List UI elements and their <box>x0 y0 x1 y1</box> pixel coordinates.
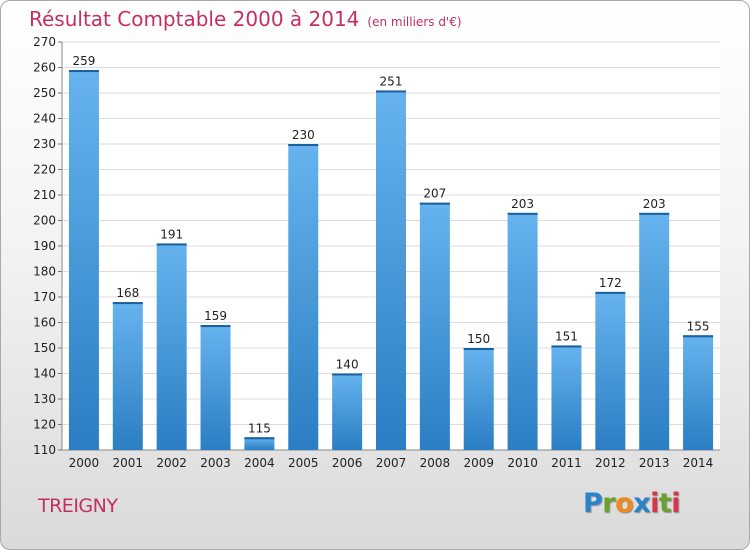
x-tick-label: 2003 <box>200 456 231 470</box>
bar-top-edge <box>683 335 714 338</box>
bar-value-label: 151 <box>555 329 578 343</box>
x-tick-label: 2008 <box>420 456 451 470</box>
bar-top-edge <box>551 345 582 348</box>
bar-top-edge <box>507 212 538 215</box>
y-tick-label: 170 <box>33 290 56 304</box>
y-tick-label: 110 <box>33 443 56 457</box>
bar <box>332 373 363 450</box>
bar <box>639 212 670 450</box>
logo-letter: r <box>602 488 616 519</box>
bar-value-label: 203 <box>643 197 666 211</box>
y-tick-label: 250 <box>33 86 56 100</box>
bar-value-label: 207 <box>423 187 446 201</box>
bar <box>112 302 143 450</box>
y-tick-label: 160 <box>33 316 56 330</box>
logo-letter: x <box>633 488 651 519</box>
x-tick-label: 2012 <box>595 456 626 470</box>
bar-value-label: 203 <box>511 197 534 211</box>
logo-letter: P <box>583 488 603 519</box>
bar <box>156 243 187 450</box>
x-tick-label: 2010 <box>507 456 538 470</box>
bar <box>244 437 275 450</box>
bar <box>551 345 582 450</box>
bar-value-label: 168 <box>116 286 139 300</box>
chart-title-text: Résultat Comptable 2000 à 2014 <box>29 7 360 31</box>
y-tick-label: 270 <box>33 35 56 49</box>
y-tick-label: 240 <box>33 112 56 126</box>
bar-value-label: 155 <box>687 319 710 333</box>
bar <box>595 291 626 450</box>
chart-subtitle: (en milliers d'€) <box>367 15 462 29</box>
x-tick-label: 2006 <box>332 456 363 470</box>
logo-letter: i <box>671 488 681 519</box>
y-tick-label: 130 <box>33 392 56 406</box>
bar-top-edge <box>595 291 626 294</box>
bar <box>288 144 319 450</box>
logo-letter: o <box>615 488 634 519</box>
x-tick-label: 2011 <box>551 456 582 470</box>
y-tick-label: 200 <box>33 214 56 228</box>
bar-top-edge <box>244 437 275 440</box>
bar-value-label: 140 <box>336 358 359 372</box>
x-tick-label: 2002 <box>156 456 187 470</box>
y-tick-label: 120 <box>33 418 56 432</box>
commune-name: TREIGNY <box>38 495 118 517</box>
bar-value-label: 251 <box>380 74 403 88</box>
x-tick-label: 2001 <box>113 456 144 470</box>
bar-value-label: 172 <box>599 276 622 290</box>
y-tick-label: 140 <box>33 367 56 381</box>
bar-value-label: 230 <box>292 128 315 142</box>
bar-top-edge <box>419 202 450 205</box>
logo-letter: t <box>658 488 672 519</box>
bar-top-edge <box>332 373 363 376</box>
bar-value-label: 115 <box>248 421 271 435</box>
x-tick-label: 2009 <box>463 456 494 470</box>
bar <box>200 325 231 450</box>
bar-value-label: 150 <box>467 332 490 346</box>
bar <box>507 212 538 450</box>
bar <box>683 335 714 450</box>
chart-title: Résultat Comptable 2000 à 2014 (en millie… <box>29 7 462 31</box>
bar-top-edge <box>463 348 494 350</box>
proxiti-logo: Proxiti <box>583 488 681 519</box>
bar-value-label: 259 <box>72 54 95 68</box>
bar-top-edge <box>200 325 231 328</box>
y-tick-label: 190 <box>33 239 56 253</box>
bar <box>68 70 99 451</box>
y-tick-label: 230 <box>33 137 56 151</box>
y-tick-label: 220 <box>33 163 56 177</box>
x-tick-label: 2000 <box>69 456 100 470</box>
logo-letter: i <box>650 488 659 519</box>
y-tick-label: 150 <box>33 341 56 355</box>
bar-top-edge <box>112 302 143 305</box>
bar-value-label: 159 <box>204 309 227 323</box>
bar <box>419 202 450 450</box>
y-tick-label: 180 <box>33 265 56 279</box>
x-tick-label: 2004 <box>244 456 275 470</box>
bar-top-edge <box>639 212 670 215</box>
x-tick-label: 2014 <box>683 456 714 470</box>
y-tick-label: 260 <box>33 61 56 75</box>
x-tick-label: 2007 <box>376 456 407 470</box>
bar <box>463 348 494 450</box>
bar-top-edge <box>376 90 406 93</box>
bar-value-label: 191 <box>160 227 183 241</box>
bar-top-edge <box>288 144 319 146</box>
bar <box>376 90 406 450</box>
bar-top-edge <box>68 70 99 73</box>
bar-top-edge <box>156 243 187 246</box>
x-tick-label: 2005 <box>288 456 319 470</box>
y-tick-label: 210 <box>33 188 56 202</box>
x-tick-label: 2013 <box>639 456 670 470</box>
